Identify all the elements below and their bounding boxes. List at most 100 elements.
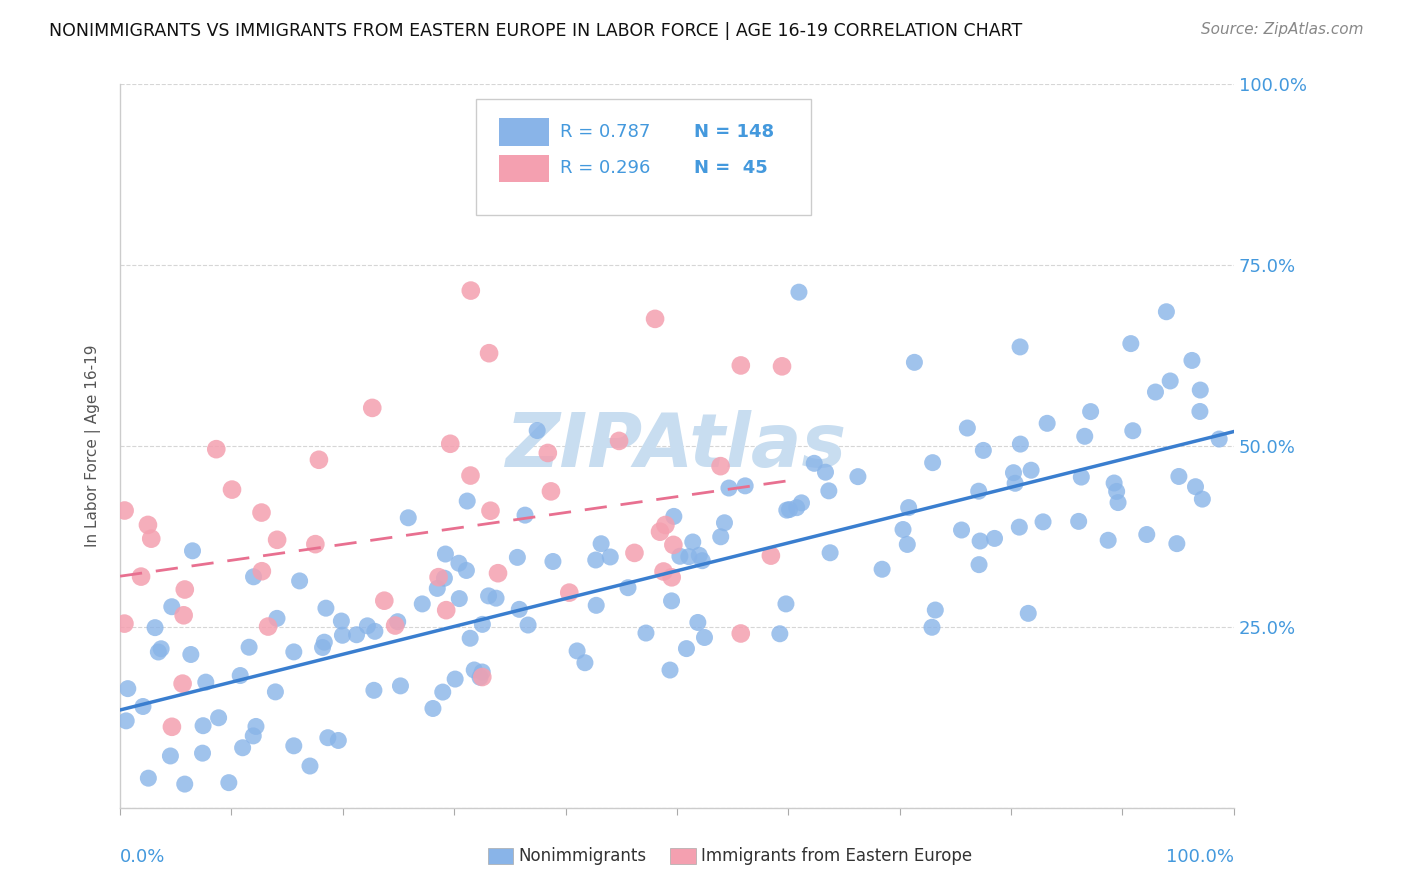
Point (458, 632, 481, 646)
Point (143, 621, 166, 635)
Point (471, 617, 494, 632)
Point (218, 775, 240, 789)
Point (734, 479, 756, 493)
Point (1191, 492, 1213, 507)
Point (1036, 417, 1059, 431)
Point (969, 534, 991, 549)
Point (1017, 607, 1039, 621)
Point (221, 483, 243, 497)
Point (456, 494, 478, 508)
Point (129, 569, 152, 583)
Point (506, 550, 529, 565)
Point (967, 484, 990, 499)
Point (669, 549, 692, 564)
Point (634, 626, 657, 640)
Point (298, 759, 321, 773)
Point (160, 599, 183, 614)
Point (356, 619, 378, 633)
Point (456, 564, 478, 578)
Point (1156, 304, 1178, 318)
Point (617, 581, 640, 595)
Point (1119, 336, 1142, 351)
Point (675, 641, 697, 656)
Point (623, 546, 645, 560)
Point (652, 565, 675, 579)
Point (316, 731, 339, 745)
Y-axis label: In Labor Force | Age 16-19: In Labor Force | Age 16-19 (86, 345, 101, 548)
Point (1008, 520, 1031, 534)
Point (194, 675, 217, 690)
Point (257, 619, 280, 633)
Point (690, 554, 713, 568)
Point (972, 443, 994, 458)
Point (460, 468, 482, 483)
Point (242, 570, 264, 584)
Point (644, 311, 666, 326)
Point (173, 777, 195, 791)
Point (950, 523, 973, 537)
Point (283, 739, 305, 753)
Point (1010, 340, 1032, 354)
Point (709, 459, 731, 474)
Point (308, 452, 330, 467)
Point (173, 582, 195, 597)
Point (460, 284, 482, 298)
Point (173, 608, 195, 623)
Point (485, 591, 508, 606)
Point (432, 685, 454, 699)
Point (1189, 383, 1212, 397)
Text: Immigrants from Eastern Europe: Immigrants from Eastern Europe (702, 847, 973, 864)
Point (444, 672, 467, 686)
Point (266, 611, 288, 625)
Point (1144, 384, 1167, 399)
Point (526, 424, 548, 438)
Point (150, 641, 173, 656)
Point (661, 594, 683, 608)
Point (266, 533, 288, 547)
FancyBboxPatch shape (477, 99, 811, 215)
Point (389, 679, 412, 693)
Point (136, 517, 159, 532)
Point (759, 549, 782, 563)
Point (1080, 404, 1102, 418)
Point (1074, 429, 1097, 443)
Point (138, 771, 160, 785)
Point (574, 656, 596, 670)
Point (661, 570, 683, 584)
Point (315, 601, 337, 615)
Point (479, 504, 502, 518)
Point (426, 582, 449, 596)
Point (330, 614, 353, 628)
Point (565, 644, 588, 658)
Point (1002, 466, 1025, 480)
Point (776, 503, 799, 517)
Point (141, 532, 163, 546)
Point (191, 746, 214, 760)
Point (1004, 476, 1026, 491)
Point (1010, 437, 1032, 451)
Point (115, 714, 138, 728)
Point (148, 645, 170, 659)
Point (787, 285, 810, 300)
Point (814, 465, 837, 479)
Point (207, 711, 229, 725)
Point (730, 626, 752, 640)
Point (648, 524, 671, 539)
Point (181, 544, 204, 558)
Point (896, 537, 918, 551)
Point (191, 719, 214, 733)
Point (921, 456, 943, 470)
Point (229, 668, 252, 682)
Point (693, 631, 716, 645)
Point (1188, 404, 1211, 418)
Point (654, 518, 676, 533)
Point (803, 456, 825, 470)
Point (250, 506, 273, 520)
Point (779, 502, 801, 516)
Point (245, 719, 267, 733)
Point (786, 500, 808, 515)
Point (540, 484, 562, 499)
Point (433, 571, 456, 585)
Text: N =  45: N = 45 (693, 160, 768, 178)
Point (558, 585, 581, 599)
